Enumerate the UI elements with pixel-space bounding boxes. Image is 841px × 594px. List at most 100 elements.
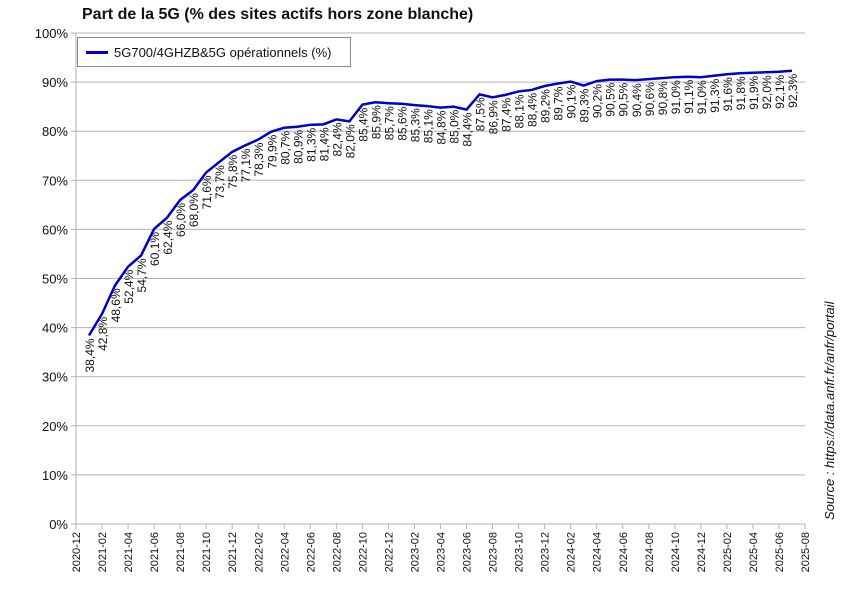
- data-label: 90,5%: [604, 82, 618, 116]
- data-label: 68,0%: [187, 193, 201, 227]
- data-label: 90,4%: [630, 83, 644, 117]
- data-label: 78,3%: [252, 142, 266, 176]
- y-tick-label: 10%: [42, 468, 68, 483]
- data-label: 52,4%: [122, 269, 136, 303]
- data-label: 86,9%: [487, 100, 501, 134]
- x-tick-label: 2024-02: [566, 532, 578, 572]
- x-tick-label: 2024-06: [618, 532, 630, 572]
- data-label: 84,8%: [435, 110, 449, 144]
- data-label: 81,4%: [317, 127, 331, 161]
- x-tick-label: 2025-02: [722, 532, 734, 572]
- x-tick-label: 2023-10: [514, 532, 526, 572]
- legend-label: 5G700/4GHZB&5G opérationnels (%): [114, 44, 332, 60]
- y-tick-label: 0%: [49, 517, 68, 532]
- data-label: 85,1%: [421, 109, 435, 143]
- y-tick-label: 60%: [42, 222, 68, 237]
- data-label: 85,0%: [448, 109, 462, 143]
- y-tick-label: 50%: [42, 272, 68, 287]
- data-label: 91,8%: [734, 76, 748, 110]
- data-label: 82,4%: [330, 122, 344, 156]
- data-label: 77,1%: [239, 148, 253, 182]
- x-tick-label: 2023-12: [540, 532, 552, 572]
- x-tick-label: 2021-02: [97, 532, 109, 572]
- chart-title: Part de la 5G (% des sites actifs hors z…: [82, 6, 474, 23]
- data-label: 91,6%: [721, 77, 735, 111]
- data-label: 92,3%: [786, 73, 800, 107]
- data-label: 87,4%: [500, 98, 514, 132]
- data-label: 90,2%: [591, 84, 605, 118]
- y-tick-label: 100%: [35, 26, 69, 41]
- data-label: 92,0%: [760, 75, 774, 109]
- data-label: 62,4%: [161, 220, 175, 254]
- data-label: 91,9%: [747, 75, 761, 109]
- x-tick-label: 2023-06: [462, 532, 474, 572]
- x-tick-label: 2021-04: [123, 532, 135, 572]
- data-label: 89,3%: [578, 88, 592, 122]
- data-label: 90,8%: [656, 81, 670, 115]
- data-label: 38,4%: [83, 338, 97, 372]
- data-label: 42,8%: [96, 317, 110, 351]
- x-tick-label: 2022-06: [305, 532, 317, 572]
- data-label: 75,8%: [226, 154, 240, 188]
- data-label: 71,6%: [200, 175, 214, 209]
- x-tick-label: 2025-06: [774, 532, 786, 572]
- data-label: 88,4%: [526, 93, 540, 127]
- data-label: 87,5%: [474, 97, 488, 131]
- data-label: 88,1%: [513, 94, 527, 128]
- y-tick-label: 30%: [42, 370, 68, 385]
- data-label: 81,3%: [304, 127, 318, 161]
- x-tick-label: 2021-10: [201, 532, 213, 572]
- data-label: 92,1%: [773, 74, 787, 108]
- data-label: 60,1%: [148, 232, 162, 266]
- x-tick-label: 2024-10: [670, 532, 682, 572]
- x-tick-label: 2021-12: [227, 532, 239, 572]
- data-label: 54,7%: [135, 258, 149, 292]
- data-label: 80,7%: [278, 130, 292, 164]
- x-tick-label: 2024-12: [696, 532, 708, 572]
- data-label: 89,7%: [552, 86, 566, 120]
- x-tick-label: 2024-08: [644, 532, 656, 572]
- x-tick-label: 2020-12: [71, 532, 83, 572]
- data-label: 90,5%: [617, 82, 631, 116]
- data-label: 91,3%: [708, 78, 722, 112]
- data-label: 91,0%: [669, 80, 683, 114]
- x-tick-label: 2021-06: [149, 532, 161, 572]
- legend: 5G700/4GHZB&5G opérationnels (%): [77, 37, 351, 67]
- data-label: 90,1%: [565, 84, 579, 118]
- x-tick-label: 2025-04: [748, 532, 760, 572]
- y-tick-label: 20%: [42, 419, 68, 434]
- data-label: 85,3%: [408, 108, 422, 142]
- data-label: 73,7%: [213, 165, 227, 199]
- data-label: 89,2%: [539, 89, 553, 123]
- data-label: 80,9%: [291, 129, 305, 163]
- x-tick-label: 2022-02: [253, 532, 265, 572]
- source-note: Source : https://data.anfr.fr/anfr/porta…: [822, 301, 837, 520]
- data-label: 91,0%: [695, 80, 709, 114]
- data-label: 85,7%: [382, 106, 396, 140]
- data-label: 79,9%: [265, 134, 279, 168]
- data-label: 84,4%: [461, 112, 475, 146]
- x-tick-label: 2023-08: [488, 532, 500, 572]
- x-tick-label: 2022-10: [357, 532, 369, 572]
- x-tick-label: 2022-04: [279, 532, 291, 572]
- x-tick-label: 2023-04: [436, 532, 448, 572]
- data-label: 90,6%: [643, 82, 657, 116]
- y-tick-label: 90%: [42, 75, 68, 90]
- data-label: 85,9%: [369, 105, 383, 139]
- x-tick-label: 2022-08: [331, 532, 343, 572]
- legend-swatch: [86, 50, 108, 54]
- x-tick-label: 2025-08: [800, 532, 812, 572]
- data-label: 85,4%: [356, 107, 370, 141]
- y-tick-label: 40%: [42, 321, 68, 336]
- x-tick-label: 2021-08: [175, 532, 187, 572]
- x-tick-label: 2023-02: [409, 532, 421, 572]
- x-tick-label: 2022-12: [383, 532, 395, 572]
- y-tick-label: 70%: [42, 173, 68, 188]
- data-label: 85,6%: [395, 106, 409, 140]
- data-label: 66,0%: [174, 203, 188, 237]
- data-label: 82,0%: [343, 124, 357, 158]
- data-label: 48,6%: [109, 288, 123, 322]
- data-label: 91,1%: [682, 79, 696, 113]
- x-tick-label: 2024-04: [592, 532, 604, 572]
